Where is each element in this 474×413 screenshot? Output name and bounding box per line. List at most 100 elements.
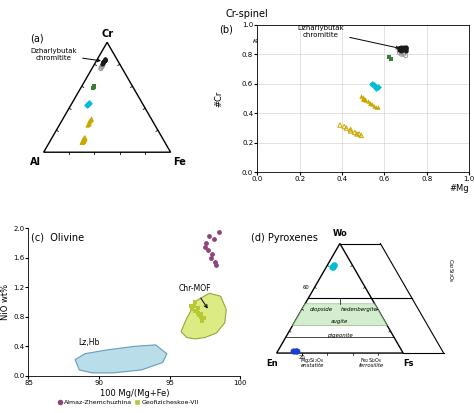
Point bbox=[329, 263, 337, 270]
Point bbox=[100, 58, 108, 64]
Legend: Almaz-Zhemchuzhina, Geofizicheskoe-VII: Almaz-Zhemchuzhina, Geofizicheskoe-VII bbox=[55, 397, 201, 408]
Text: Cr: Cr bbox=[101, 28, 113, 38]
Point bbox=[395, 45, 403, 52]
Point bbox=[210, 236, 217, 243]
Text: #Mg: #Mg bbox=[450, 184, 469, 193]
Point bbox=[368, 101, 375, 108]
Point bbox=[398, 48, 405, 55]
Point bbox=[398, 44, 405, 50]
Point bbox=[194, 310, 202, 316]
Text: Lz-Hb: Lz-Hb bbox=[283, 100, 301, 105]
Point bbox=[357, 92, 365, 99]
Point bbox=[190, 302, 198, 309]
Point bbox=[359, 95, 367, 102]
Point bbox=[99, 62, 107, 69]
Point bbox=[340, 123, 348, 130]
Point bbox=[87, 116, 94, 123]
Point bbox=[356, 131, 363, 137]
Text: (d) Pyroxenes: (d) Pyroxenes bbox=[251, 233, 318, 243]
Text: Dzharlybutak
chromitite: Dzharlybutak chromitite bbox=[298, 25, 399, 49]
Point bbox=[191, 299, 199, 305]
Point bbox=[215, 229, 223, 235]
Point bbox=[84, 100, 92, 107]
Point bbox=[395, 45, 403, 52]
Point bbox=[398, 47, 405, 53]
Point bbox=[101, 57, 109, 63]
Point bbox=[200, 315, 208, 322]
Point bbox=[182, 73, 190, 79]
Text: En: En bbox=[266, 359, 277, 368]
Text: diopside: diopside bbox=[310, 307, 332, 312]
Point bbox=[81, 136, 88, 142]
Point bbox=[100, 58, 108, 64]
Point bbox=[101, 55, 109, 62]
Point bbox=[293, 348, 301, 354]
Text: Lz,Hb: Lz,Hb bbox=[78, 338, 99, 347]
Text: enstatite: enstatite bbox=[301, 363, 324, 368]
Point bbox=[98, 63, 106, 70]
Polygon shape bbox=[75, 345, 167, 373]
Text: Mg$_2$Si$_2$O$_6$: Mg$_2$Si$_2$O$_6$ bbox=[300, 356, 324, 365]
Point bbox=[347, 126, 355, 133]
Point bbox=[81, 135, 89, 141]
Point bbox=[353, 131, 361, 137]
Point bbox=[366, 100, 374, 106]
Text: Wo: Wo bbox=[333, 230, 347, 238]
Text: D: D bbox=[283, 52, 288, 57]
Point bbox=[372, 104, 380, 111]
Point bbox=[182, 87, 190, 93]
Point bbox=[101, 55, 109, 62]
Polygon shape bbox=[292, 304, 387, 326]
Text: Lz-Hb: Lz-Hb bbox=[283, 97, 301, 102]
Point bbox=[395, 50, 403, 56]
Point bbox=[402, 48, 410, 55]
Point bbox=[208, 251, 216, 257]
Point bbox=[80, 137, 87, 143]
Point bbox=[395, 47, 403, 53]
Point bbox=[400, 47, 407, 53]
Point bbox=[366, 100, 374, 106]
Point bbox=[402, 45, 410, 52]
Point bbox=[398, 47, 405, 53]
Point bbox=[101, 57, 109, 63]
Point bbox=[79, 138, 87, 145]
Point bbox=[101, 57, 109, 63]
Text: ferrosilite: ferrosilite bbox=[359, 363, 384, 368]
Text: hedenbergite: hedenbergite bbox=[340, 307, 377, 312]
Text: Al: Al bbox=[30, 157, 41, 167]
Text: Kempirsai:: Kempirsai: bbox=[253, 39, 286, 44]
Point bbox=[88, 115, 95, 121]
Point bbox=[400, 51, 407, 57]
Point bbox=[100, 59, 107, 65]
Point bbox=[85, 119, 92, 126]
Point bbox=[187, 302, 195, 309]
Point bbox=[189, 306, 196, 313]
Text: Kempirsai:: Kempirsai: bbox=[257, 40, 291, 46]
Point bbox=[291, 348, 298, 354]
Point bbox=[84, 120, 92, 127]
Point bbox=[191, 308, 199, 314]
Point bbox=[98, 64, 105, 71]
Point bbox=[211, 258, 219, 265]
Point bbox=[86, 118, 93, 125]
Point bbox=[374, 104, 382, 111]
Point bbox=[97, 65, 105, 72]
Text: 60: 60 bbox=[303, 285, 310, 290]
Point bbox=[370, 102, 378, 109]
Point bbox=[194, 305, 202, 311]
Point bbox=[343, 125, 350, 131]
Point bbox=[400, 45, 407, 52]
Point bbox=[182, 101, 190, 107]
Point bbox=[99, 60, 107, 66]
Point bbox=[368, 81, 375, 87]
Point bbox=[100, 59, 107, 65]
Point bbox=[359, 94, 367, 100]
Point bbox=[206, 233, 213, 239]
Text: #Cr: #Cr bbox=[215, 90, 224, 107]
Point bbox=[400, 45, 407, 52]
Point bbox=[362, 97, 369, 103]
Point bbox=[86, 118, 93, 125]
Text: (c)  Olivine: (c) Olivine bbox=[30, 233, 84, 243]
Point bbox=[86, 118, 93, 125]
Point bbox=[197, 313, 205, 320]
